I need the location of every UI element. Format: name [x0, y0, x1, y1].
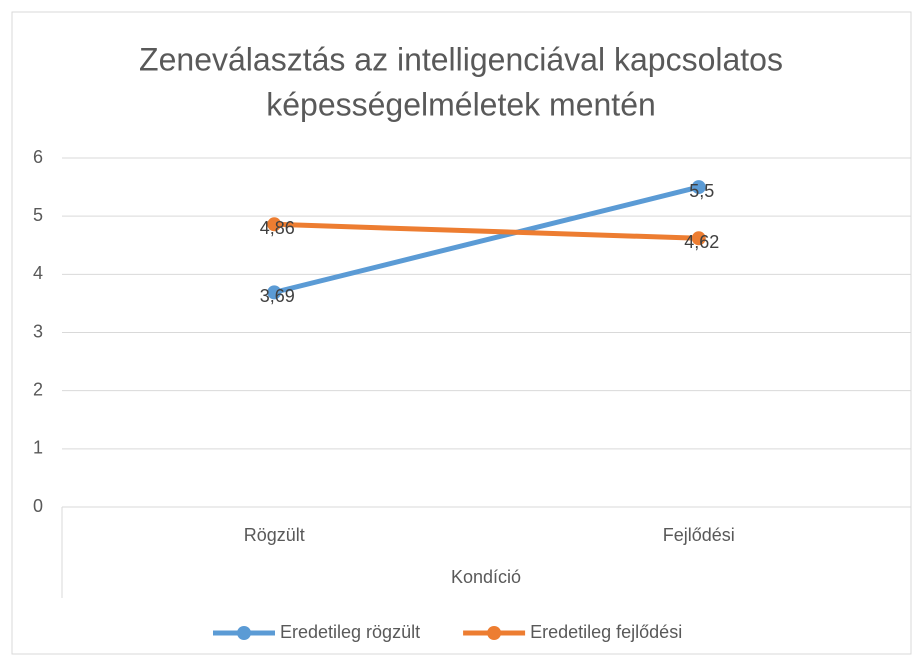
chart-title: Zeneválasztás az intelligenciával kapcso…: [139, 41, 783, 77]
chart-title: képességelméletek mentén: [266, 86, 656, 122]
marker: [267, 285, 282, 300]
marker: [691, 180, 706, 195]
y-tick-label: 0: [33, 496, 43, 516]
x-tick-label: Rögzült: [244, 525, 305, 545]
legend-label: Eredetileg rögzült: [280, 622, 420, 642]
x-axis-title: Kondíció: [451, 567, 521, 587]
series-line: [271, 221, 702, 241]
y-tick-label: 1: [33, 438, 43, 458]
x-tick-label: Fejlődési: [663, 525, 735, 545]
y-tick-label: 2: [33, 379, 43, 399]
marker: [691, 231, 706, 246]
legend-marker: [487, 626, 502, 640]
marker: [267, 217, 282, 232]
legend-label: Eredetileg fejlődési: [530, 622, 682, 642]
data-label: 3,69: [260, 286, 295, 306]
legend-marker: [237, 626, 251, 640]
y-tick-label: 3: [33, 321, 43, 341]
series-line: [271, 184, 702, 295]
y-tick-label: 4: [33, 263, 43, 283]
y-tick-label: 5: [33, 205, 43, 225]
data-label: 4,86: [260, 218, 295, 238]
data-label: 4,62: [684, 232, 719, 252]
y-tick-label: 6: [33, 147, 43, 167]
data-label: 5,5: [689, 181, 714, 201]
